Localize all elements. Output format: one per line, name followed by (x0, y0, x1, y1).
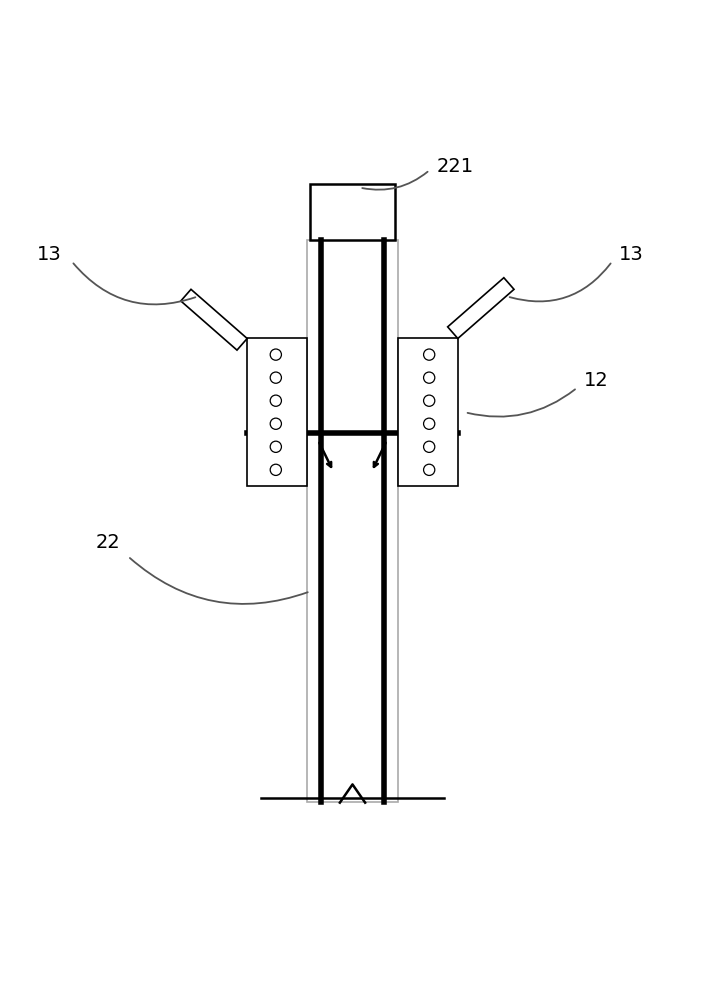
Bar (247, 338, 307, 486)
Text: 13: 13 (620, 245, 644, 264)
Circle shape (270, 395, 281, 406)
Text: 12: 12 (584, 371, 609, 390)
Circle shape (270, 441, 281, 452)
Circle shape (424, 349, 435, 360)
Circle shape (270, 372, 281, 383)
Polygon shape (448, 278, 514, 338)
Text: 13: 13 (37, 245, 61, 264)
Circle shape (424, 464, 435, 475)
Circle shape (270, 464, 281, 475)
Bar (398, 338, 458, 486)
Circle shape (424, 441, 435, 452)
Circle shape (270, 349, 281, 360)
Circle shape (424, 418, 435, 429)
Circle shape (424, 395, 435, 406)
Text: 221: 221 (437, 157, 474, 176)
Bar (310, 184, 395, 240)
Polygon shape (180, 289, 247, 350)
Circle shape (424, 372, 435, 383)
Bar (307, 240, 398, 802)
Circle shape (270, 418, 281, 429)
Text: 22: 22 (96, 533, 121, 552)
